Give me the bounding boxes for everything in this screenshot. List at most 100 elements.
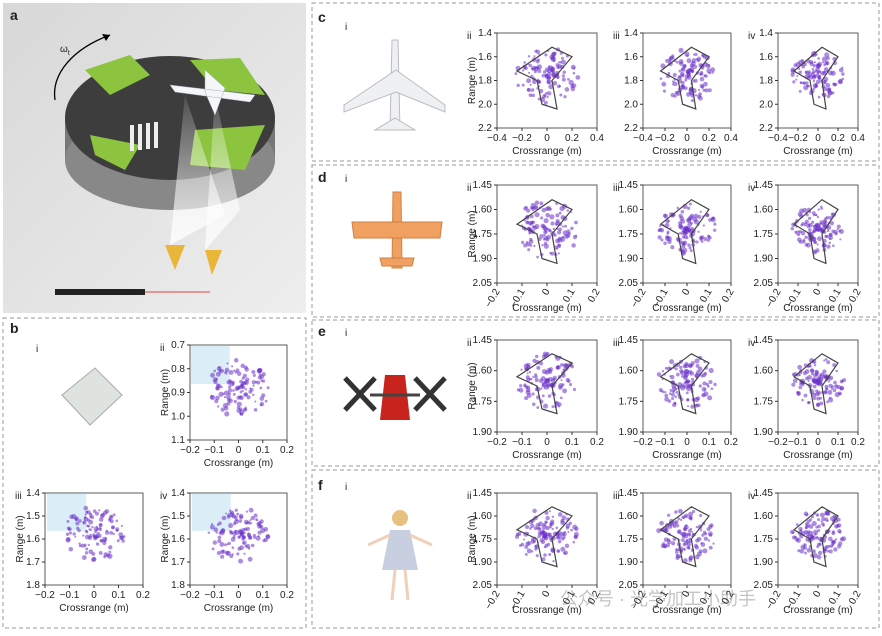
radar-pixel xyxy=(821,516,826,522)
radar-pixel xyxy=(694,94,698,97)
radar-pixel xyxy=(259,386,263,390)
radar-pixel xyxy=(688,363,693,368)
radar-pixel xyxy=(523,61,526,64)
radar-pixel xyxy=(702,548,708,554)
radar-pixel xyxy=(713,228,717,232)
radar-pixel xyxy=(818,70,822,73)
radar-pixel xyxy=(552,375,557,381)
radar-pixel xyxy=(568,383,573,387)
radar-pixel xyxy=(239,515,244,520)
radar-pixel xyxy=(675,553,679,557)
radar-pixel xyxy=(675,390,679,394)
x-tick-label: −0.2 xyxy=(487,437,507,448)
radar-pixel xyxy=(532,375,535,379)
radar-pixel xyxy=(242,531,246,535)
radar-pixel xyxy=(266,386,270,390)
radar-pixel xyxy=(790,226,795,231)
radar-pixel xyxy=(803,511,809,517)
radar-pixel xyxy=(694,554,700,560)
radar-pixel xyxy=(708,367,714,374)
subpanel-label: iv xyxy=(160,491,167,502)
radar-pixel xyxy=(689,249,693,253)
radar-pixel xyxy=(687,405,690,408)
subpanel-label: iii xyxy=(613,338,620,349)
subpanel-label: ii xyxy=(160,343,164,354)
y-tick-label: 1.8 xyxy=(759,76,773,87)
radar-pixel xyxy=(671,541,676,546)
radar-pixel xyxy=(701,533,705,537)
radar-pixel xyxy=(808,70,811,73)
radar-pixel xyxy=(575,75,581,80)
radar-pixel xyxy=(527,55,531,58)
y-tick-label: 1.5 xyxy=(171,511,185,522)
radar-pixel xyxy=(824,387,829,391)
radar-pixel xyxy=(828,536,833,542)
subpanel-label: iv xyxy=(748,338,755,349)
radar-pixel xyxy=(229,509,232,512)
radar-pixel xyxy=(699,529,703,532)
radar-pixel xyxy=(239,409,245,415)
target-outline xyxy=(515,506,573,568)
radar-pixel xyxy=(543,241,548,246)
radar-pixel xyxy=(572,387,577,392)
target-outline xyxy=(515,199,573,265)
radar-pixel xyxy=(706,238,711,242)
radar-pixel xyxy=(687,222,692,228)
radar-pixel xyxy=(225,550,231,556)
y-tick-label: 1.7 xyxy=(26,557,40,568)
radar-pixel xyxy=(227,398,231,402)
radar-pixel xyxy=(83,516,87,519)
radar-pixel xyxy=(95,534,100,539)
radar-pixel xyxy=(85,529,88,533)
radar-pixel xyxy=(699,70,704,75)
radar-pixel xyxy=(88,549,94,555)
omega-subscript: t xyxy=(68,50,70,57)
radar-pixel xyxy=(253,513,258,518)
radar-pixel xyxy=(546,542,551,547)
radar-pixel xyxy=(819,401,824,406)
radar-pixel xyxy=(826,87,831,93)
radar-pixel xyxy=(796,537,801,543)
radar-pixel xyxy=(672,56,675,59)
radar-pixel xyxy=(529,83,532,86)
radar-pixel xyxy=(559,396,563,400)
x-axis-label: Crossrange (m) xyxy=(783,605,852,616)
y-tick-label: 1.6 xyxy=(624,52,638,63)
radar-pixel xyxy=(667,71,671,75)
radar-pixel xyxy=(710,67,716,73)
radar-plot: ii 0.7 0.8 0.9 1.0 1.1−0.2 −0.1 0 0.1 0.2 Crossran… xyxy=(160,340,294,469)
radar-pixel xyxy=(564,87,570,92)
radar-pixel xyxy=(224,367,230,373)
radar-pixel xyxy=(696,58,701,63)
radar-pixel xyxy=(120,524,123,528)
radar-pixel xyxy=(700,541,703,545)
y-tick-label: 2.0 xyxy=(759,99,773,110)
radar-pixel xyxy=(791,382,796,387)
radar-pixel xyxy=(791,373,795,377)
radar-pixel xyxy=(833,384,839,389)
radar-pixel xyxy=(814,370,820,376)
x-tick-label: −0.1 xyxy=(60,590,80,601)
radar-pixel xyxy=(562,70,567,75)
x-tick-label: −0.2 xyxy=(512,133,532,144)
x-axis-label: Crossrange (m) xyxy=(512,303,581,314)
radar-pixel xyxy=(810,368,815,373)
radar-pixel xyxy=(693,543,698,548)
radar-plot: ii 1.4 1.6 1.8 2.0 2.2−0.4 −0.2 0 0.2 0.4 Crossran… xyxy=(467,28,604,157)
radar-pixel xyxy=(66,526,71,530)
sample-photo-drone xyxy=(343,375,447,420)
radar-pixel xyxy=(670,245,675,250)
radar-pixel xyxy=(674,90,679,95)
radar-pixel xyxy=(252,393,255,397)
radar-pixel xyxy=(699,514,703,518)
y-tick-label: 1.8 xyxy=(478,76,492,87)
radar-pixel xyxy=(807,223,811,226)
radar-pixel xyxy=(837,528,842,534)
radar-pixel xyxy=(210,372,215,378)
x-tick-label: 0.2 xyxy=(847,589,864,607)
radar-pixel xyxy=(813,363,817,367)
radar-pixel xyxy=(680,370,686,376)
radar-pixel xyxy=(834,391,840,398)
radar-pixel xyxy=(815,66,820,72)
y-tick-label: 2.05 xyxy=(754,278,774,289)
